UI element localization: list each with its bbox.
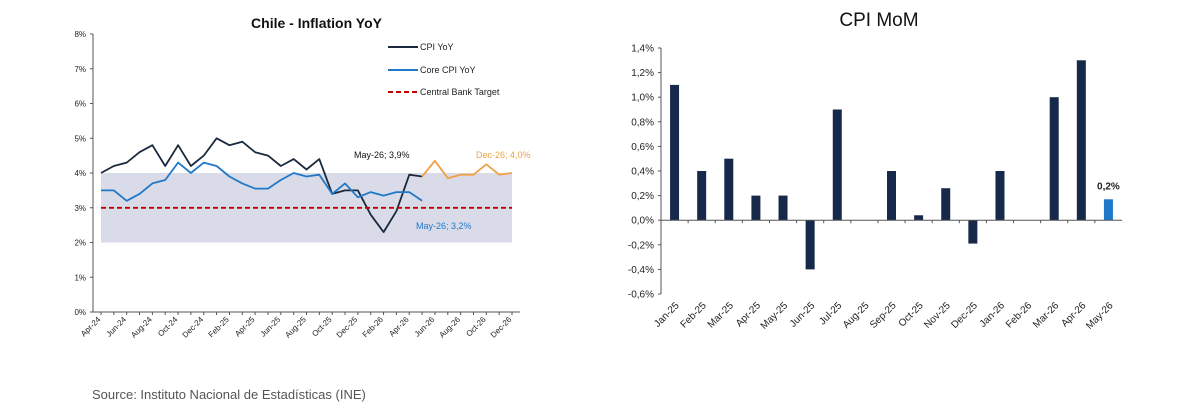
bar xyxy=(914,215,924,221)
y-tick-label: -0,4% xyxy=(628,265,654,276)
y-tick-label: 2% xyxy=(74,239,86,248)
x-tick-label: Mar-25 xyxy=(706,300,736,330)
x-tick-label: Jun-26 xyxy=(413,315,437,339)
bar xyxy=(670,84,680,221)
legend-label: CPI YoY xyxy=(420,42,454,52)
x-tick-label: Dec-24 xyxy=(181,315,206,340)
x-tick-label: Jan-25 xyxy=(652,300,682,330)
target-band xyxy=(101,173,512,243)
y-tick-label: 3% xyxy=(74,204,86,213)
x-tick-label: Feb-25 xyxy=(679,300,709,330)
data-label: May-26; 3,9% xyxy=(354,150,410,160)
legend-label: Core CPI YoY xyxy=(420,65,476,75)
bar xyxy=(941,188,951,221)
x-tick-label: Oct-24 xyxy=(156,315,180,339)
y-tick-label: -0,6% xyxy=(628,290,654,301)
x-tick-label: Oct-26 xyxy=(464,315,488,339)
x-tick-label: Jun-25 xyxy=(259,315,283,339)
x-tick-label: Feb-26 xyxy=(1004,300,1034,330)
x-tick-label: Feb-25 xyxy=(207,315,232,340)
y-tick-label: 5% xyxy=(74,134,86,143)
y-tick-label: 0,6% xyxy=(631,142,654,153)
bar xyxy=(805,220,815,270)
bar xyxy=(968,220,978,244)
y-tick-label: 8% xyxy=(74,30,86,39)
x-tick-label: Dec-25 xyxy=(949,300,980,331)
x-tick-label: Jan-26 xyxy=(978,300,1008,330)
bar xyxy=(832,109,842,221)
y-tick-label: 4% xyxy=(74,169,86,178)
source-note: Source: Instituto Nacional de Estadístic… xyxy=(92,387,366,402)
bar xyxy=(751,195,761,221)
y-tick-label: 1% xyxy=(74,273,86,282)
x-tick-label: May-26 xyxy=(1084,300,1116,332)
bar xyxy=(887,171,896,221)
y-tick-label: 1,4% xyxy=(631,44,654,55)
x-tick-label: Jun-25 xyxy=(788,300,818,330)
data-label: Dec-26; 4,0% xyxy=(476,150,531,160)
y-tick-label: 0,8% xyxy=(631,117,654,128)
y-tick-label: 0,2% xyxy=(631,191,654,202)
bar xyxy=(724,158,734,221)
bar-value-label: 0,2% xyxy=(1097,181,1120,192)
bar xyxy=(697,171,707,221)
x-tick-label: Apr-25 xyxy=(233,315,257,339)
bar xyxy=(1076,60,1086,221)
line-chart-title: Chile - Inflation YoY xyxy=(251,15,383,31)
x-tick-label: Aug-25 xyxy=(841,300,872,331)
x-tick-label: Dec-26 xyxy=(489,315,514,340)
y-tick-label: -0,2% xyxy=(628,240,654,251)
y-tick-label: 7% xyxy=(74,65,86,74)
x-tick-label: Dec-25 xyxy=(335,315,360,340)
y-tick-label: 0% xyxy=(74,308,86,317)
y-tick-label: 1,0% xyxy=(631,93,654,104)
x-tick-label: Jun-24 xyxy=(104,315,128,339)
bar-chart-title: CPI MoM xyxy=(839,10,918,31)
x-tick-label: Oct-25 xyxy=(310,315,334,339)
x-tick-label: Aug-24 xyxy=(129,315,154,340)
legend-label: Central Bank Target xyxy=(420,87,500,97)
x-tick-label: Sep-25 xyxy=(868,300,899,331)
data-label: May-26; 3,2% xyxy=(416,221,472,231)
y-tick-label: 6% xyxy=(74,100,86,109)
series-line-core-cpi-yoy xyxy=(101,161,423,202)
x-tick-label: Aug-25 xyxy=(283,315,308,340)
y-tick-label: 0,4% xyxy=(631,167,654,178)
bar xyxy=(1103,199,1113,221)
x-tick-label: Oct-25 xyxy=(897,300,926,329)
x-tick-label: May-25 xyxy=(759,300,791,332)
bar xyxy=(1049,97,1059,221)
y-tick-label: 1,2% xyxy=(631,68,654,79)
bar xyxy=(778,195,788,221)
x-tick-label: Apr-24 xyxy=(79,315,103,339)
x-tick-label: Aug-26 xyxy=(437,315,462,340)
y-tick-label: 0,0% xyxy=(631,216,654,227)
series-line-cpi-yoy xyxy=(100,137,423,233)
x-tick-label: Feb-26 xyxy=(361,315,386,340)
x-tick-label: Mar-26 xyxy=(1031,300,1061,330)
bar xyxy=(995,171,1005,221)
series-line-cpi-yoy-forecast xyxy=(421,159,513,180)
x-tick-label: Apr-26 xyxy=(387,315,411,339)
x-tick-label: Nov-25 xyxy=(922,300,953,331)
